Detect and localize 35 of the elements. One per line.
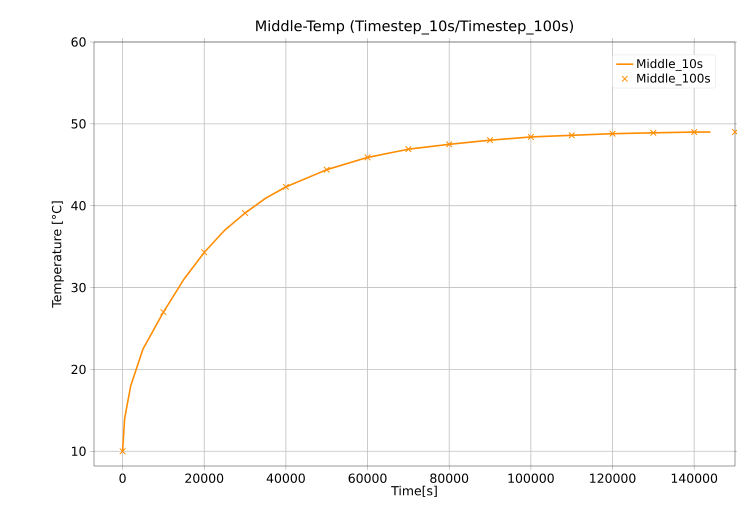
- legend-label: Middle_100s: [637, 73, 710, 86]
- point: [160, 308, 167, 316]
- x-tick-label: 20000: [185, 474, 224, 483]
- point: [486, 136, 494, 144]
- point: [732, 128, 737, 136]
- x-tick-label: 0: [119, 474, 126, 483]
- point: [119, 448, 126, 455]
- point: [323, 166, 330, 174]
- y-tick-label: 60: [72, 37, 86, 47]
- point: [405, 146, 412, 153]
- point: [242, 210, 248, 216]
- point: [528, 134, 534, 140]
- y-tick-label: 30: [72, 282, 86, 292]
- legend-label: Middle_10s: [637, 58, 702, 71]
- point: [364, 154, 371, 161]
- point: [568, 132, 576, 139]
- y-axis-title: Temperature [°C]: [52, 201, 64, 308]
- x-tick-label: 40000: [266, 474, 305, 483]
- point: [650, 130, 657, 136]
- y-tick-label: 50: [72, 119, 86, 129]
- point: [200, 249, 208, 256]
- point: [690, 128, 698, 136]
- x-tick-label: 100000: [508, 474, 554, 483]
- x-tick-label: 80000: [430, 474, 468, 483]
- y-tick-label: 10: [72, 446, 86, 456]
- chart-title: Middle-Temp (Timestep_10s/Timestep_100s): [256, 20, 573, 34]
- x-axis-title: Time[s]: [391, 486, 437, 497]
- point: [446, 140, 453, 148]
- point: [282, 184, 290, 190]
- x-tick-label: 140000: [672, 474, 718, 483]
- x-tick-label: 60000: [348, 474, 387, 483]
- y-tick-label: 20: [72, 364, 86, 374]
- point: [609, 130, 616, 137]
- x-tick-label: 120000: [590, 474, 636, 483]
- y-tick-label: 40: [71, 200, 86, 210]
